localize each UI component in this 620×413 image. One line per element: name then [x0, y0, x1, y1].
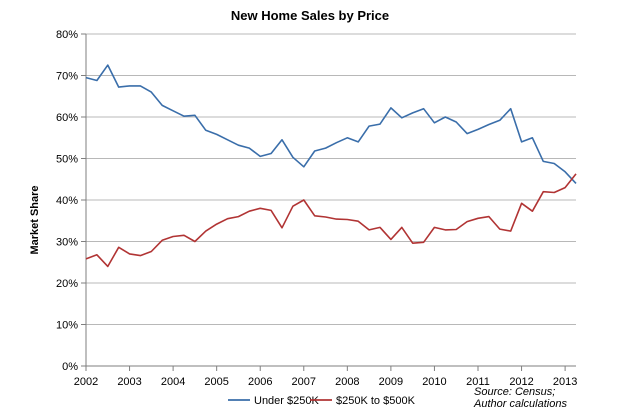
- x-tick-label: 2010: [422, 376, 446, 388]
- x-tick-label: 2003: [117, 376, 141, 388]
- y-tick-label: 40%: [56, 195, 78, 207]
- gridlines: [86, 33, 576, 325]
- axes: [85, 34, 576, 367]
- y-tick-label: 70%: [56, 71, 78, 83]
- source-note: Source: Census;Author calculations: [473, 386, 567, 410]
- legend: Under $250K $250K to $500K: [228, 395, 416, 407]
- y-axis-label: Market Share: [29, 185, 41, 254]
- x-tick-label: 2005: [204, 376, 228, 388]
- x-tick-label: 2011: [466, 376, 490, 388]
- y-tick-label: 60%: [56, 112, 78, 124]
- y-tick-label: 0%: [62, 361, 78, 373]
- y-tick-label: 20%: [56, 278, 78, 290]
- source-line: Author calculations: [473, 398, 567, 410]
- series-line-under-250k: [85, 64, 577, 184]
- series-lines: [85, 64, 577, 268]
- y-tick-label: 80%: [56, 29, 78, 41]
- x-tick-label: 2002: [74, 376, 98, 388]
- x-tick-label: 2013: [553, 376, 577, 388]
- x-tick-label: 2009: [379, 376, 403, 388]
- y-tick-label: 10%: [56, 320, 78, 332]
- x-axis-ticks: 2002 2003 2004 2005 2006 2007 2008 2009 2010 2011…: [74, 366, 577, 388]
- legend-label: Under $250K: [254, 395, 319, 407]
- legend-label: $250K to $500K: [336, 395, 416, 407]
- source-line: Source: Census;: [474, 386, 555, 398]
- y-tick-label: 50%: [56, 154, 78, 166]
- series-line-250k-to-500k: [85, 173, 577, 268]
- chart-title: New Home Sales by Price: [231, 8, 389, 23]
- x-tick-label: 2006: [248, 376, 272, 388]
- x-tick-label: 2012: [509, 376, 533, 388]
- x-tick-label: 2007: [292, 376, 316, 388]
- y-tick-label: 30%: [56, 237, 78, 249]
- y-axis-ticks: 0% 10% 20% 30% 40% 50% 60% 70% 80%: [56, 29, 86, 373]
- x-tick-label: 2008: [335, 376, 359, 388]
- x-tick-label: 2004: [161, 376, 185, 388]
